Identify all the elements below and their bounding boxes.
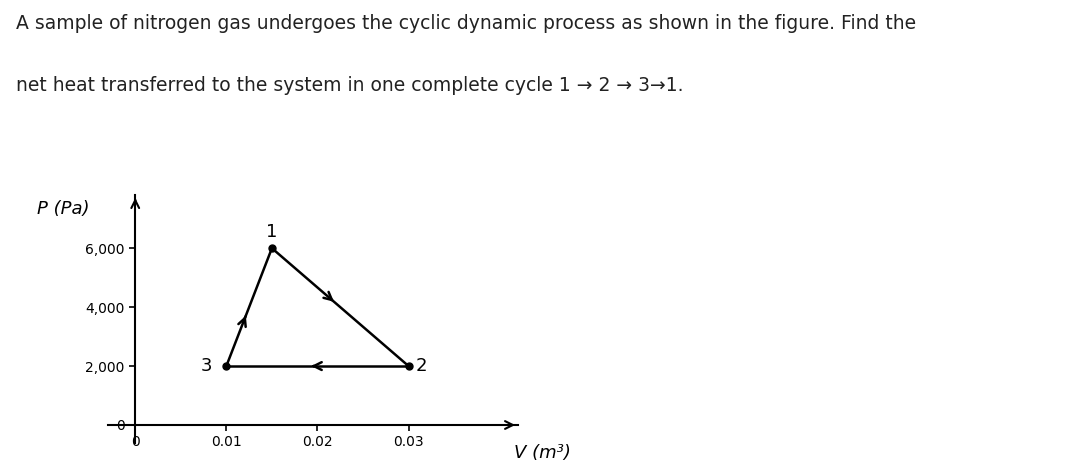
Text: 1: 1 xyxy=(267,223,277,241)
Text: 2: 2 xyxy=(415,357,427,375)
Text: 3: 3 xyxy=(201,357,213,375)
Text: A sample of nitrogen gas undergoes the cyclic dynamic process as shown in the fi: A sample of nitrogen gas undergoes the c… xyxy=(16,14,916,33)
Text: net heat transferred to the system in one complete cycle 1 → 2 → 3→1.: net heat transferred to the system in on… xyxy=(16,76,684,95)
Text: V (m³): V (m³) xyxy=(514,444,571,462)
Text: P (Pa): P (Pa) xyxy=(37,200,90,218)
